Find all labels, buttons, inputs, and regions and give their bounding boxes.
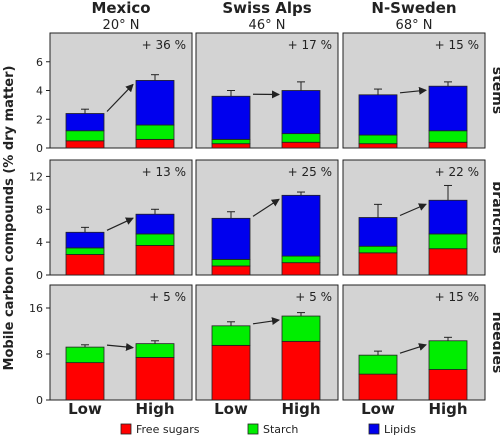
column-title-1: Swiss Alps [222,0,311,17]
bar-segment-sugars [428,141,468,149]
bar-segment-sugars [428,369,468,401]
y-tick-label: 0 [36,142,43,155]
bar-segment-sugars [281,262,321,276]
bar-segment-starch [135,124,175,140]
bar-segment-lipids [358,94,398,136]
change-arrow [106,217,134,231]
legend-label-sugars: Free sugars [136,423,200,436]
bar-segment-starch [358,354,398,375]
bar-segment-starch [358,245,398,254]
bar-segment-sugars [358,373,398,401]
change-arrow [252,317,280,326]
change-arrow [399,343,427,354]
y-tick-label: 4 [36,85,43,98]
x-tick-label: Low [214,400,248,418]
change-annotation: + 13 % [142,165,186,179]
column-title-2: N-Sweden [371,0,456,17]
y-axis-label: Mobile carbon compounds (% dry matter) [2,66,17,371]
change-arrow [106,342,134,351]
bar-segment-lipids [428,199,468,235]
legend-swatch-sugars [120,423,132,435]
change-annotation: + 22 % [435,165,479,179]
column-latitude-0: 20° N [103,18,140,33]
bar-segment-sugars [211,265,251,276]
y-tick-label: 16 [29,302,43,315]
x-tick-label: High [428,400,467,418]
change-annotation: + 36 % [142,38,186,52]
bar-segment-sugars [428,248,468,276]
bar-segment-sugars [65,254,105,276]
column-title-0: Mexico [91,0,150,17]
legend-swatch-starch [247,423,259,435]
change-annotation: + 15 % [435,290,479,304]
bar-segment-sugars [65,362,105,401]
bar-segment-sugars [211,143,251,149]
bar-segment-lipids [65,113,105,132]
row-label-stems: stems [489,67,500,114]
bar-segment-sugars [281,141,321,149]
y-tick-label: 4 [36,236,43,249]
bar-segment-sugars [65,140,105,149]
y-tick-label: 12 [29,170,43,183]
bar-segment-starch [281,315,321,342]
change-arrow [399,86,427,95]
bar-segment-starch [428,340,468,370]
bar-segment-lipids [358,217,398,247]
bar-segment-lipids [135,213,175,235]
change-arrow [252,198,280,217]
bar-segment-starch [211,138,251,145]
bar-segment-starch [135,343,175,358]
bar-segment-starch [358,134,398,145]
bar-segment-lipids [211,217,251,260]
bar-segment-sugars [135,138,175,149]
y-tick-label: 2 [36,113,43,126]
bar-segment-sugars [281,340,321,401]
column-latitude-1: 46° N [249,18,286,33]
change-annotation: + 25 % [288,165,332,179]
change-annotation: + 5 % [295,290,332,304]
column-latitude-2: 68° N [396,18,433,33]
legend-label-lipids: Lipids [384,423,416,436]
y-tick-label: 0 [36,269,43,282]
bar-segment-starch [65,130,105,142]
bar-segment-starch [211,325,251,346]
x-tick-label: Low [361,400,395,418]
x-tick-label: High [135,400,174,418]
bar-segment-starch [65,346,105,364]
row-label-branches: branches [489,181,500,253]
bar-segment-starch [428,233,468,250]
bar-segment-sugars [211,344,251,401]
bar-segment-sugars [135,357,175,401]
change-annotation: + 15 % [435,38,479,52]
bar-segment-sugars [358,143,398,149]
bar-segment-starch [211,258,251,267]
legend-label-starch: Starch [263,423,298,436]
bar-segment-starch [135,233,175,246]
bar-segment-sugars [135,245,175,276]
bar-segment-sugars [358,252,398,276]
bar-segment-lipids [428,85,468,132]
change-annotation: + 5 % [149,290,186,304]
bar-segment-lipids [211,95,251,140]
bar-segment-starch [281,133,321,143]
x-tick-label: Low [68,400,102,418]
bar-segment-starch [65,247,105,255]
bar-segment-lipids [281,194,321,257]
bar-segment-lipids [281,90,321,135]
y-tick-label: 8 [36,348,43,361]
bar-segment-lipids [65,231,105,249]
bar-segment-starch [428,130,468,143]
legend-swatch-lipids [368,423,380,435]
change-arrow [106,83,134,112]
x-tick-label: High [281,400,320,418]
bar-segment-starch [281,255,321,264]
bar-segment-lipids [135,80,175,126]
change-arrow [399,203,427,217]
change-annotation: + 17 % [288,38,332,52]
y-tick-label: 8 [36,203,43,216]
y-tick-label: 0 [36,394,43,407]
row-label-needles: needles [489,312,500,374]
y-tick-label: 6 [36,56,43,69]
